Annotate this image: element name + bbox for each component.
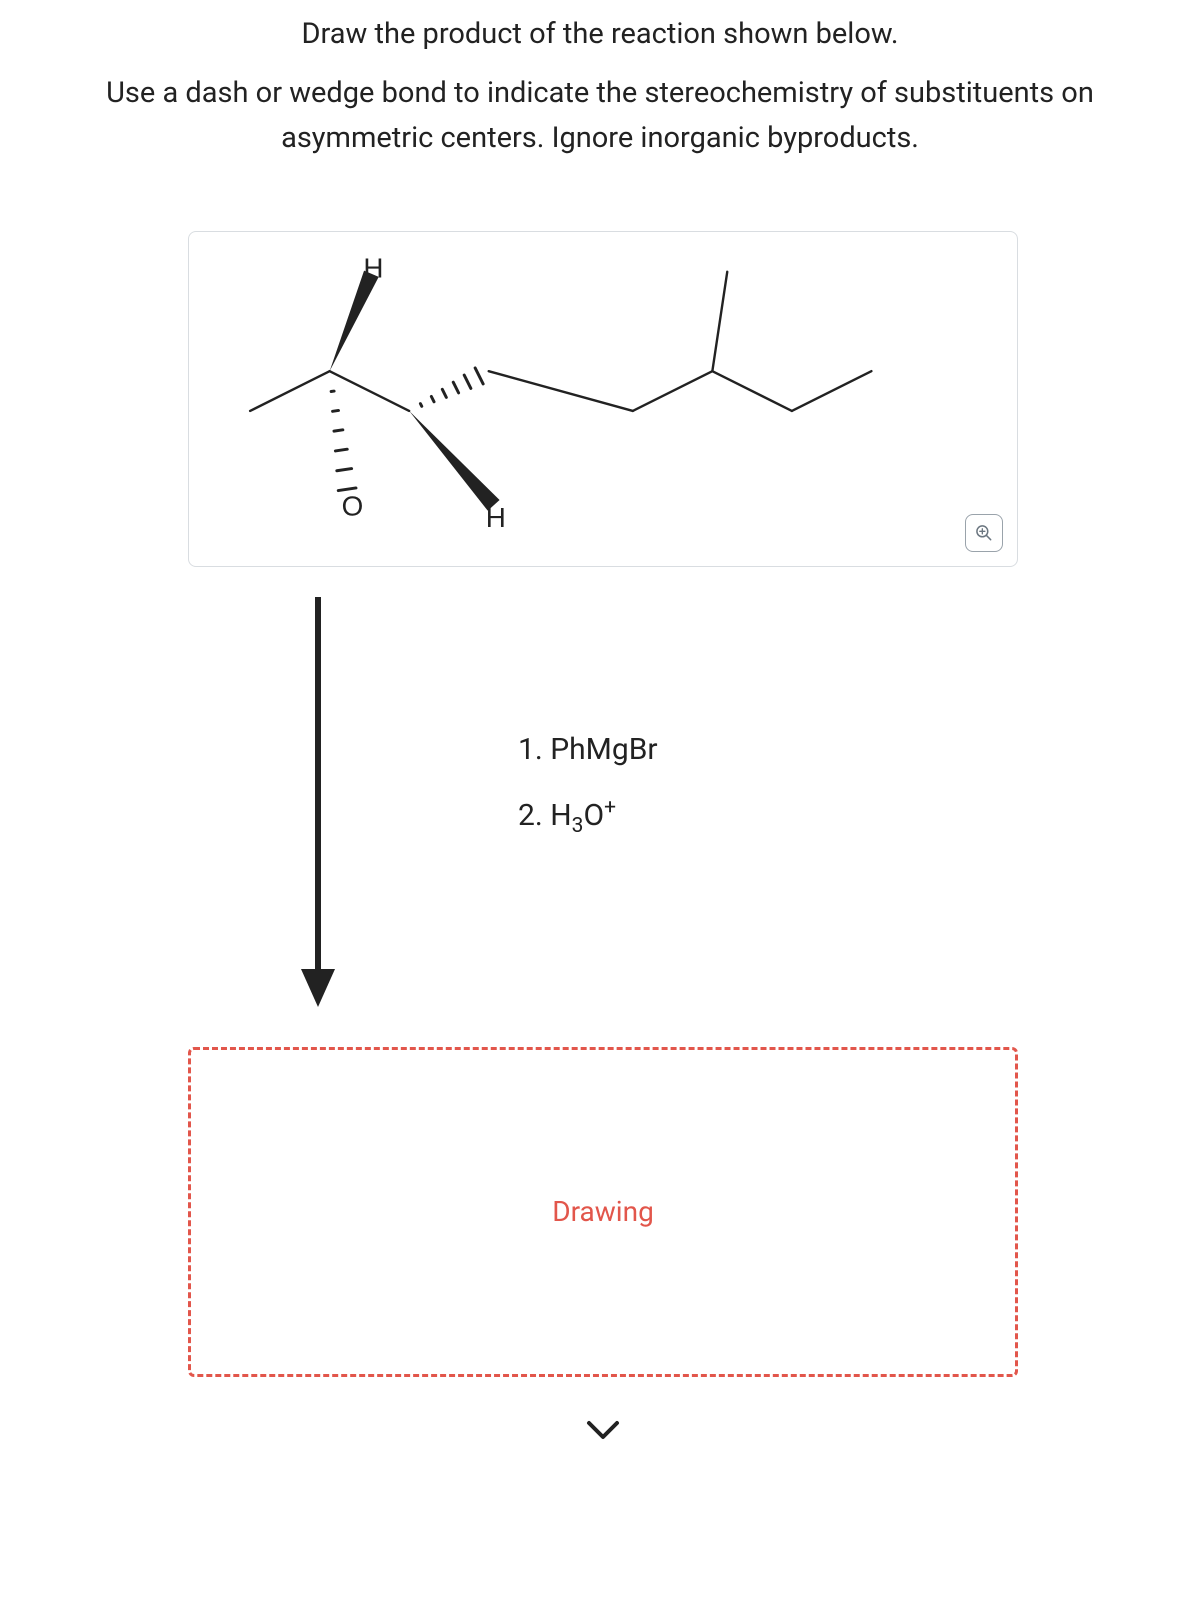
prompt-line-2: Use a dash or wedge bond to indicate the…	[70, 71, 1130, 161]
drawing-dropzone[interactable]: Drawing	[188, 1047, 1018, 1377]
reagent-step-1: 1. PhMgBr	[518, 717, 658, 783]
reaction-arrow	[188, 567, 448, 1047]
reaction-area: O H H 1. PhMgBr 2. H3O+ Drawing	[188, 231, 1018, 1447]
molecule-structure: O H H	[189, 232, 1017, 566]
magnifier-icon	[974, 523, 994, 543]
starting-material-box: O H H	[188, 231, 1018, 567]
chevron-down-icon[interactable]	[585, 1419, 621, 1443]
zoom-button[interactable]	[965, 514, 1003, 552]
svg-text:H: H	[486, 502, 506, 533]
drawing-label: Drawing	[552, 1195, 654, 1228]
expand-row	[188, 1419, 1018, 1447]
prompt-text: Draw the product of the reaction shown b…	[70, 12, 1130, 161]
prompt-line-1: Draw the product of the reaction shown b…	[70, 12, 1130, 57]
svg-text:H: H	[363, 253, 383, 284]
question-page: Draw the product of the reaction shown b…	[0, 0, 1200, 1487]
svg-text:O: O	[342, 490, 364, 521]
reagent-step-2: 2. H3O+	[518, 783, 658, 849]
reaction-arrow-row: 1. PhMgBr 2. H3O+	[188, 567, 1018, 1047]
reagents-list: 1. PhMgBr 2. H3O+	[518, 717, 658, 849]
